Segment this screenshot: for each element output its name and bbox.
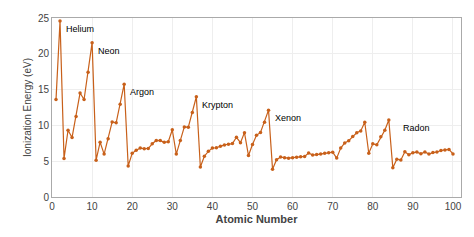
svg-text:80: 80 bbox=[367, 201, 379, 212]
svg-text:25: 25 bbox=[38, 13, 50, 24]
svg-text:50: 50 bbox=[247, 201, 259, 212]
svg-text:60: 60 bbox=[287, 201, 299, 212]
svg-text:20: 20 bbox=[38, 48, 50, 59]
svg-text:Krypton: Krypton bbox=[202, 100, 233, 110]
svg-text:10: 10 bbox=[38, 120, 50, 131]
svg-text:5: 5 bbox=[43, 156, 49, 167]
svg-text:Neon: Neon bbox=[98, 46, 120, 56]
svg-text:20: 20 bbox=[127, 201, 139, 212]
svg-text:Helium: Helium bbox=[66, 24, 94, 34]
svg-text:0: 0 bbox=[49, 201, 55, 212]
svg-text:30: 30 bbox=[167, 201, 179, 212]
svg-text:Xenon: Xenon bbox=[275, 113, 301, 123]
svg-text:70: 70 bbox=[327, 201, 339, 212]
svg-text:15: 15 bbox=[38, 84, 50, 95]
svg-text:0: 0 bbox=[43, 192, 49, 203]
svg-text:Ionization Energy (eV): Ionization Energy (eV) bbox=[22, 58, 33, 157]
svg-text:Radon: Radon bbox=[403, 123, 430, 133]
svg-text:40: 40 bbox=[207, 201, 219, 212]
svg-text:Argon: Argon bbox=[130, 87, 154, 97]
svg-text:90: 90 bbox=[407, 201, 419, 212]
svg-text:10: 10 bbox=[87, 201, 99, 212]
svg-text:Atomic Number: Atomic Number bbox=[216, 213, 299, 225]
svg-text:100: 100 bbox=[445, 201, 462, 212]
